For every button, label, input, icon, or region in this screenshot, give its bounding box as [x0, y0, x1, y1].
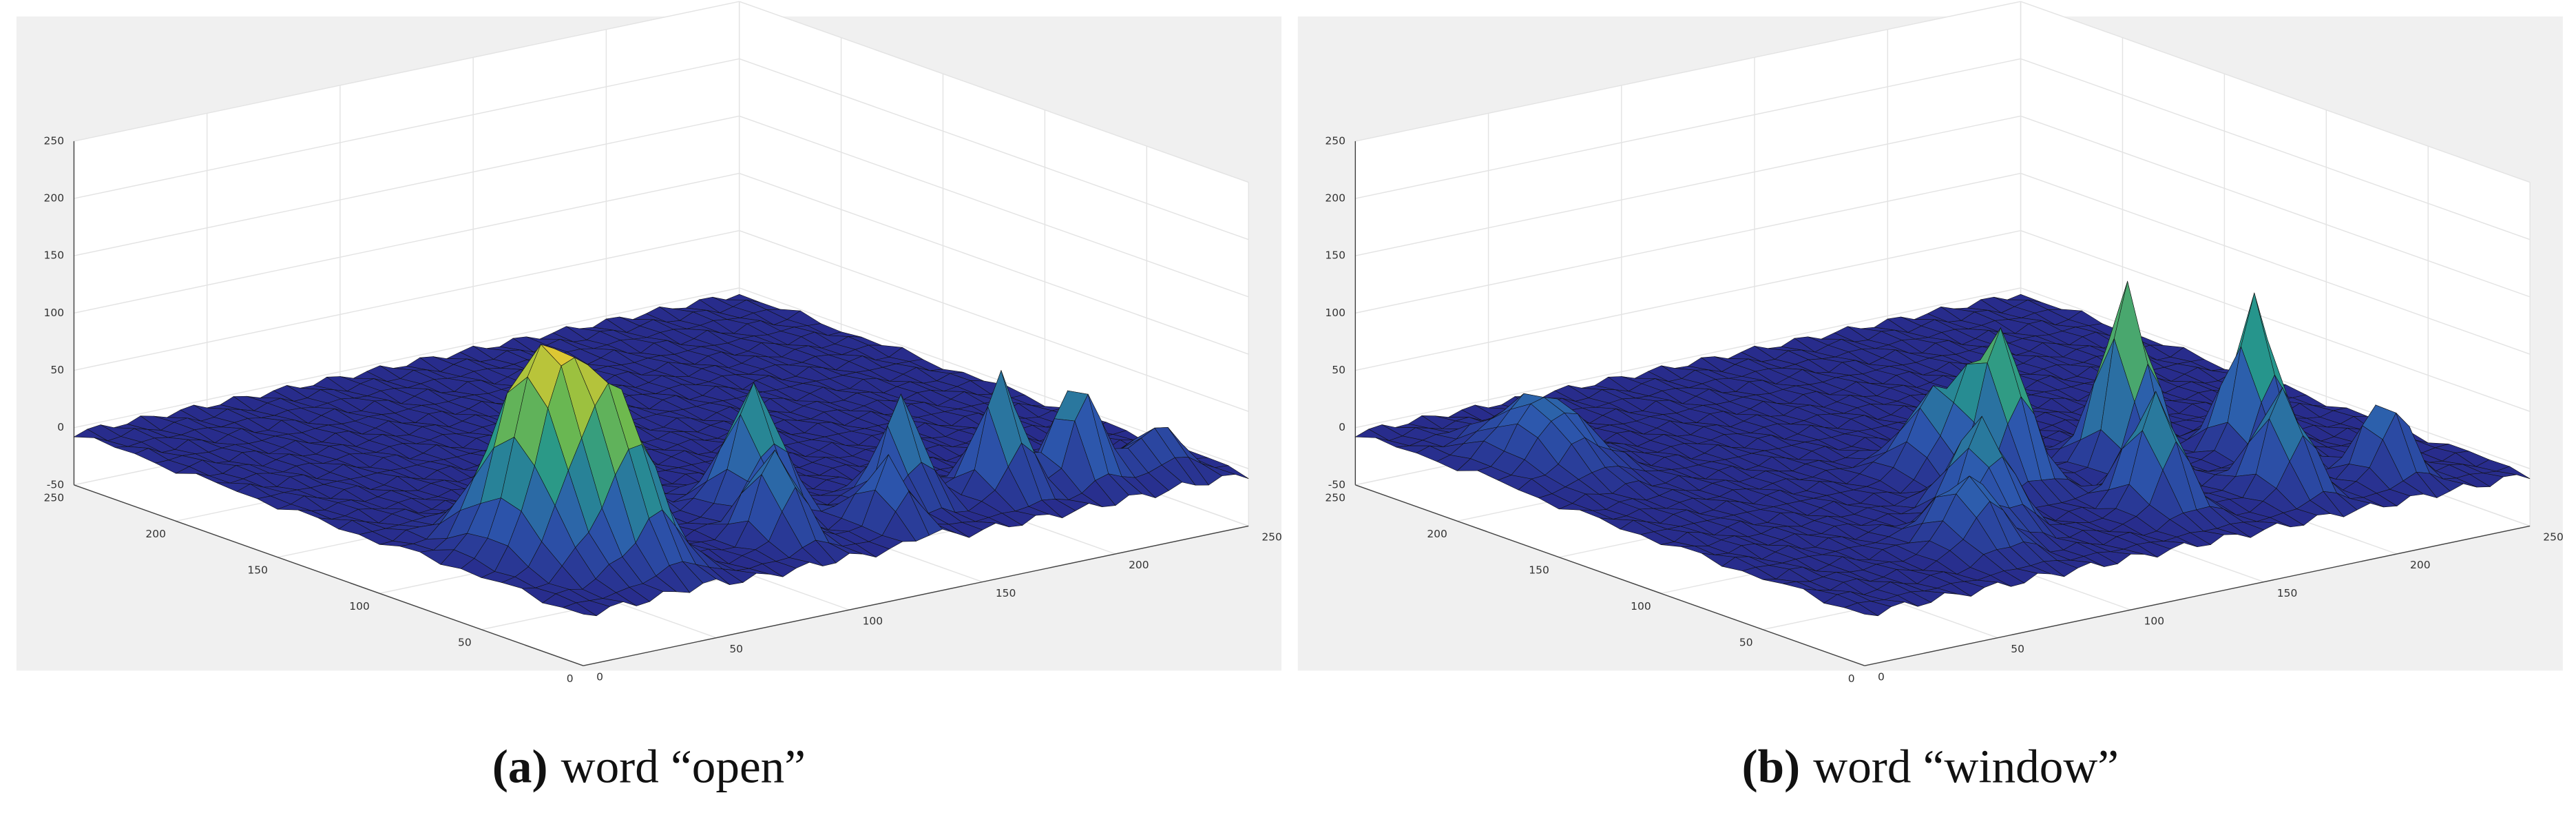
x-tick-label: 200 [2410, 559, 2431, 571]
x-tick-label: 150 [996, 587, 1016, 599]
grid-line [2020, 230, 2531, 412]
z-tick-label: 100 [44, 307, 65, 319]
grid-line [1355, 115, 2021, 256]
axis-line [74, 484, 584, 666]
grid-line [2020, 1, 2531, 183]
x-tick-label: 0 [596, 670, 603, 683]
grid-line [74, 287, 740, 429]
y-tick-label: 50 [1739, 636, 1753, 648]
grid-line [1355, 287, 2021, 429]
z-tick-label: 250 [1325, 134, 1345, 147]
z-tick-label: -50 [1328, 478, 1345, 491]
grid-line [74, 172, 740, 314]
grid-line [74, 115, 740, 256]
x-tick-label: 0 [1878, 670, 1885, 683]
grid-line [74, 230, 740, 371]
grid-line [2020, 58, 2531, 240]
axis-line [1355, 484, 1865, 666]
grid-line [739, 58, 1249, 240]
grid-line [739, 115, 1249, 298]
y-tick-label: 250 [1325, 491, 1345, 504]
caption-label: (a) [492, 740, 548, 793]
y-tick-label: 0 [1848, 672, 1855, 685]
y-tick-label: 100 [349, 600, 370, 613]
surface [1354, 280, 2531, 617]
surface-patch [1843, 602, 1878, 617]
z-tick-label: 250 [44, 134, 65, 147]
surface-patch [562, 602, 597, 617]
x-tick-label: 100 [863, 615, 883, 627]
panel: -50 0 50 100 150 200 250 0 50 100 150 200 250 0 50 100 1… [1297, 1, 2564, 793]
grid-line [74, 58, 740, 199]
axis-line [583, 525, 1249, 666]
z-tick-label: 50 [50, 364, 64, 376]
z-tick-label: 200 [44, 192, 65, 205]
surface [73, 294, 1249, 617]
y-tick-label: 150 [1529, 564, 1549, 576]
grid-line [2020, 115, 2531, 298]
caption-label: (b) [1742, 740, 1801, 793]
z-tick-label: 200 [1325, 192, 1345, 205]
caption: (a) word “open” [492, 740, 806, 793]
x-tick-label: 200 [1129, 559, 1149, 571]
axis-line [1864, 525, 2531, 666]
z-tick-label: 50 [1332, 364, 1345, 376]
z-tick-label: 0 [57, 421, 64, 433]
grid-line [1355, 1, 2021, 142]
caption: (b) word “window” [1742, 740, 2119, 793]
x-tick-label: 50 [729, 643, 743, 655]
z-tick-label: 0 [1339, 421, 1345, 433]
y-tick-label: 200 [1427, 528, 1447, 540]
caption-text: word “window” [1813, 740, 2119, 793]
y-tick-label: 50 [458, 636, 472, 648]
x-tick-label: 250 [1261, 531, 1282, 544]
y-tick-label: 250 [44, 491, 65, 504]
panel: -50 0 50 100 150 200 250 0 50 100 150 200 250 0 50 100 1… [16, 1, 1282, 793]
y-tick-label: 150 [247, 564, 268, 576]
z-tick-label: -50 [47, 478, 64, 491]
grid-line [1355, 230, 2021, 371]
grid-line [739, 1, 1249, 183]
grid-line [74, 1, 740, 142]
y-tick-label: 0 [567, 672, 574, 685]
caption-text: word “open” [561, 740, 806, 793]
z-tick-label: 100 [1325, 307, 1345, 319]
grid-line [739, 172, 1249, 355]
x-tick-label: 100 [2144, 615, 2164, 627]
x-tick-label: 250 [2543, 531, 2564, 544]
x-tick-label: 150 [2277, 587, 2298, 599]
grid-line [1355, 172, 2021, 314]
grid-line [1355, 58, 2021, 199]
y-tick-label: 100 [1631, 600, 1651, 613]
grid-line [2020, 172, 2531, 355]
x-tick-label: 50 [2011, 643, 2024, 655]
grid-line [739, 230, 1249, 412]
y-tick-label: 200 [145, 528, 166, 540]
z-tick-label: 150 [44, 249, 65, 262]
z-tick-label: 150 [1325, 249, 1345, 262]
